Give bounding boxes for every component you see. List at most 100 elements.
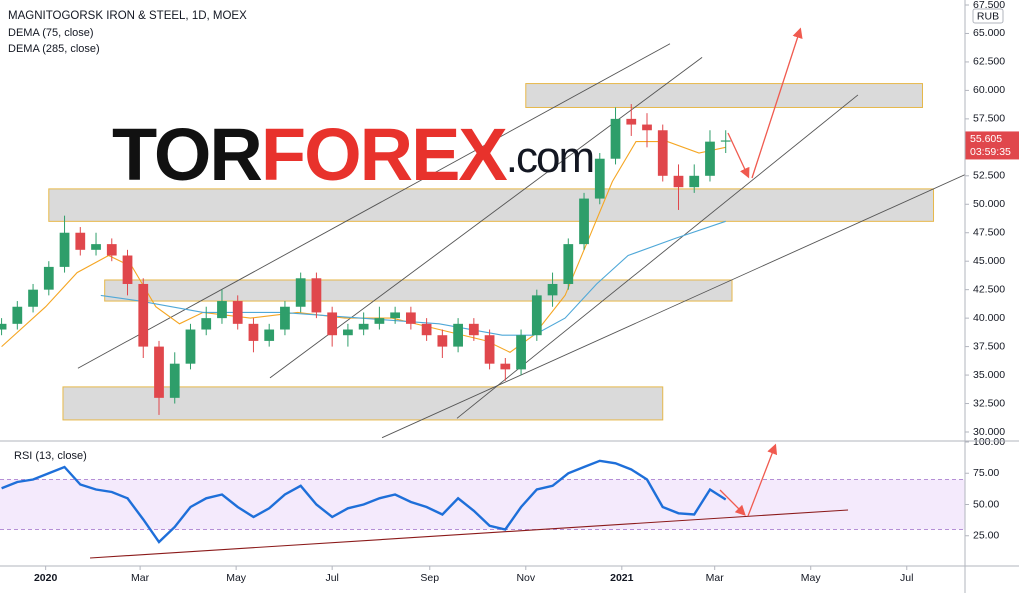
rsi-arrow xyxy=(719,489,746,516)
candle-body xyxy=(673,175,684,188)
candle-body xyxy=(201,318,212,330)
rsi-arrow xyxy=(747,443,778,517)
candle-body xyxy=(122,255,133,284)
forecast-arrow xyxy=(751,27,803,179)
candle-body xyxy=(594,158,605,199)
rsi-panel xyxy=(0,459,965,559)
y-tick-label: 40.000 xyxy=(973,312,1005,324)
y-tick-label: 25.00 xyxy=(973,530,999,542)
axes: DEMA (75, close) DEMA (285, close) 30.000 3… xyxy=(8,0,1019,584)
candle-body xyxy=(484,335,495,364)
trend-line xyxy=(381,174,965,439)
y-tick-label: 60.000 xyxy=(973,84,1005,96)
candle-body xyxy=(169,363,180,398)
zone xyxy=(48,188,935,222)
zone xyxy=(525,83,923,108)
rsi-trend-line xyxy=(90,509,849,559)
x-tick-label: Mar xyxy=(706,572,725,584)
candle-body xyxy=(75,232,86,250)
candle-body xyxy=(610,118,621,159)
candle-body xyxy=(0,323,7,330)
y-tick-label: 65.000 xyxy=(973,27,1005,39)
candle-body xyxy=(343,329,353,336)
rsi-line xyxy=(1,459,727,544)
candle-body xyxy=(43,266,54,290)
candle-body xyxy=(626,118,637,125)
zone xyxy=(62,386,664,421)
watermark: TORFOREX.com xyxy=(112,113,593,196)
currency-box xyxy=(972,8,1004,24)
candle-body xyxy=(28,289,38,307)
candle-body xyxy=(59,232,70,267)
currency: RUB xyxy=(977,10,999,22)
candle-body xyxy=(106,244,117,256)
candle-body xyxy=(280,306,290,330)
chart-title: MAGNITOGORSK IRON & STEEL, 1D, MOEX xyxy=(8,10,247,22)
candle-body xyxy=(358,323,369,330)
candle-body xyxy=(91,244,101,250)
y-tick-label: 35.000 xyxy=(973,369,1005,381)
last-price-box xyxy=(965,131,1019,160)
watermark-part: TOR xyxy=(112,113,261,196)
x-tick-label: 2021 xyxy=(610,572,634,584)
y-tick-label: 62.500 xyxy=(973,56,1005,68)
candle-body xyxy=(500,363,511,370)
rsi-band xyxy=(0,479,965,530)
candle-body xyxy=(689,175,700,188)
candle-body xyxy=(154,346,164,398)
candle-body xyxy=(657,130,668,176)
candle-body xyxy=(264,329,275,341)
indicator-line xyxy=(100,220,726,336)
candle-body xyxy=(531,295,542,336)
candle-body xyxy=(12,306,23,324)
y-tick-label: 75.00 xyxy=(973,467,999,479)
y-tick-label: 30.000 xyxy=(973,426,1005,438)
x-tick-label: Jul xyxy=(325,572,338,584)
y-tick-label: 47.500 xyxy=(973,227,1005,239)
candle-body xyxy=(720,140,731,142)
candle-body xyxy=(374,318,385,324)
candle-body xyxy=(642,124,652,131)
x-tick-label: Mar xyxy=(131,572,150,584)
watermark-part: FOREX xyxy=(261,113,508,196)
y-tick-label: 57.500 xyxy=(973,113,1005,125)
candle-body xyxy=(327,312,338,336)
x-tick-label: 2020 xyxy=(34,572,58,584)
candle-body xyxy=(547,283,558,296)
y-tick-label: 100.00 xyxy=(973,436,1005,448)
countdown: 03:59:35 xyxy=(970,146,1011,158)
rsi-title: RSI (13, close) xyxy=(14,450,87,462)
candle-body xyxy=(421,323,432,336)
y-tick-label: 37.500 xyxy=(973,340,1005,352)
candle-body xyxy=(468,323,479,336)
y-tick-label: 52.500 xyxy=(973,170,1005,182)
candle-body xyxy=(185,329,196,364)
legend-entry: DEMA (285, close) xyxy=(8,43,100,55)
forecast-arrow xyxy=(727,132,750,179)
last-price-label: 55.605 xyxy=(970,133,1002,145)
x-tick-label: Nov xyxy=(516,572,535,584)
price-panel xyxy=(0,43,965,439)
candle-body xyxy=(453,323,463,347)
candle-body xyxy=(248,323,259,341)
candle-body xyxy=(311,278,322,313)
trend-line xyxy=(269,57,703,379)
candle-body xyxy=(516,335,526,370)
y-tick-label: 32.500 xyxy=(973,397,1005,409)
candle-body xyxy=(437,335,448,347)
y-tick-label: 67.500 xyxy=(973,0,1005,11)
candle-body xyxy=(405,312,416,324)
trend-line xyxy=(77,43,671,369)
candle-body xyxy=(138,283,149,347)
candle-body xyxy=(579,198,589,245)
x-tick-label: Sep xyxy=(420,572,439,584)
y-tick-label: 50.000 xyxy=(973,198,1005,210)
x-tick-label: May xyxy=(801,572,822,584)
legend-entry: DEMA (75, close) xyxy=(8,27,94,39)
zone xyxy=(104,279,733,302)
candle-body xyxy=(390,312,401,319)
candle-body xyxy=(217,301,227,319)
candle-body xyxy=(232,301,243,324)
